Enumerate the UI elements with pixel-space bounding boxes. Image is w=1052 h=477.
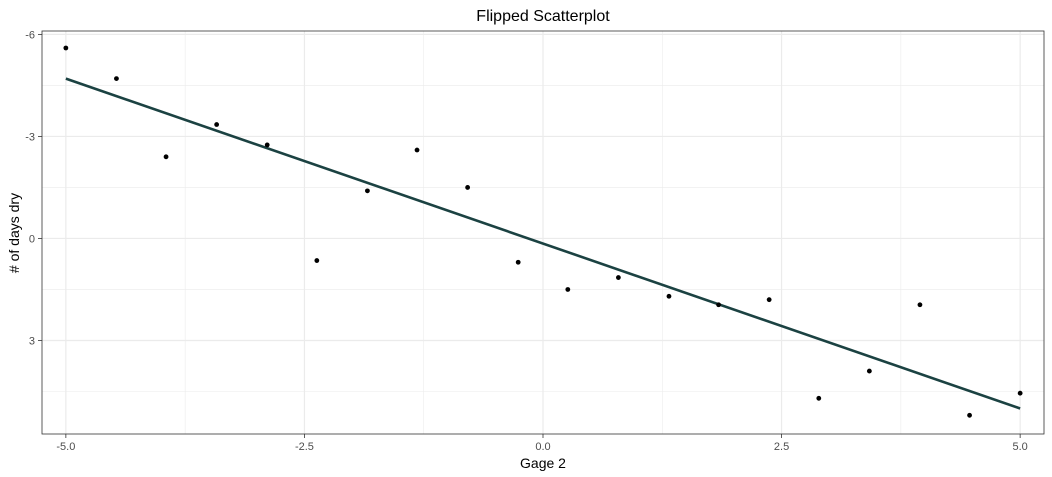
- data-point: [264, 142, 270, 148]
- data-point: [214, 122, 220, 127]
- regression-line: [65, 77, 1021, 410]
- data-point: [1017, 390, 1023, 396]
- y-tick-label: 3: [29, 335, 35, 347]
- data-point: [766, 297, 772, 303]
- data-point: [515, 259, 521, 265]
- data-point: [816, 395, 822, 401]
- x-tick-label: 2.5: [774, 441, 789, 453]
- y-tick-label: -3: [25, 131, 35, 143]
- points-layer: [63, 45, 1023, 418]
- x-tick-label: 0.0: [535, 441, 550, 453]
- axes: -5.0 -2.5 0.0 2.5 5.0 -6 -3 0 3: [25, 29, 1028, 453]
- data-point: [414, 147, 420, 153]
- y-axis-title: # of days dry: [6, 193, 22, 273]
- data-point: [365, 188, 370, 194]
- data-point: [314, 258, 320, 263]
- data-point: [615, 275, 621, 280]
- chart-title: Flipped Scatterplot: [476, 8, 610, 25]
- x-axis-title: Gage 2: [520, 455, 566, 471]
- data-point: [565, 287, 571, 292]
- data-point: [63, 45, 69, 51]
- data-point: [866, 368, 872, 374]
- x-tick-label: -2.5: [295, 441, 314, 453]
- data-point: [967, 412, 972, 418]
- data-point: [114, 76, 119, 82]
- x-tick-label: -5.0: [56, 441, 75, 453]
- data-point: [163, 154, 169, 160]
- data-point: [465, 185, 471, 190]
- fit-line-layer: [65, 77, 1021, 410]
- data-point: [716, 302, 721, 308]
- x-tick-label: 5.0: [1012, 441, 1027, 453]
- data-point: [917, 302, 923, 308]
- y-tick-label: -6: [25, 29, 35, 41]
- data-point: [666, 293, 672, 299]
- grid: [42, 31, 1044, 434]
- y-tick-label: 0: [29, 233, 35, 245]
